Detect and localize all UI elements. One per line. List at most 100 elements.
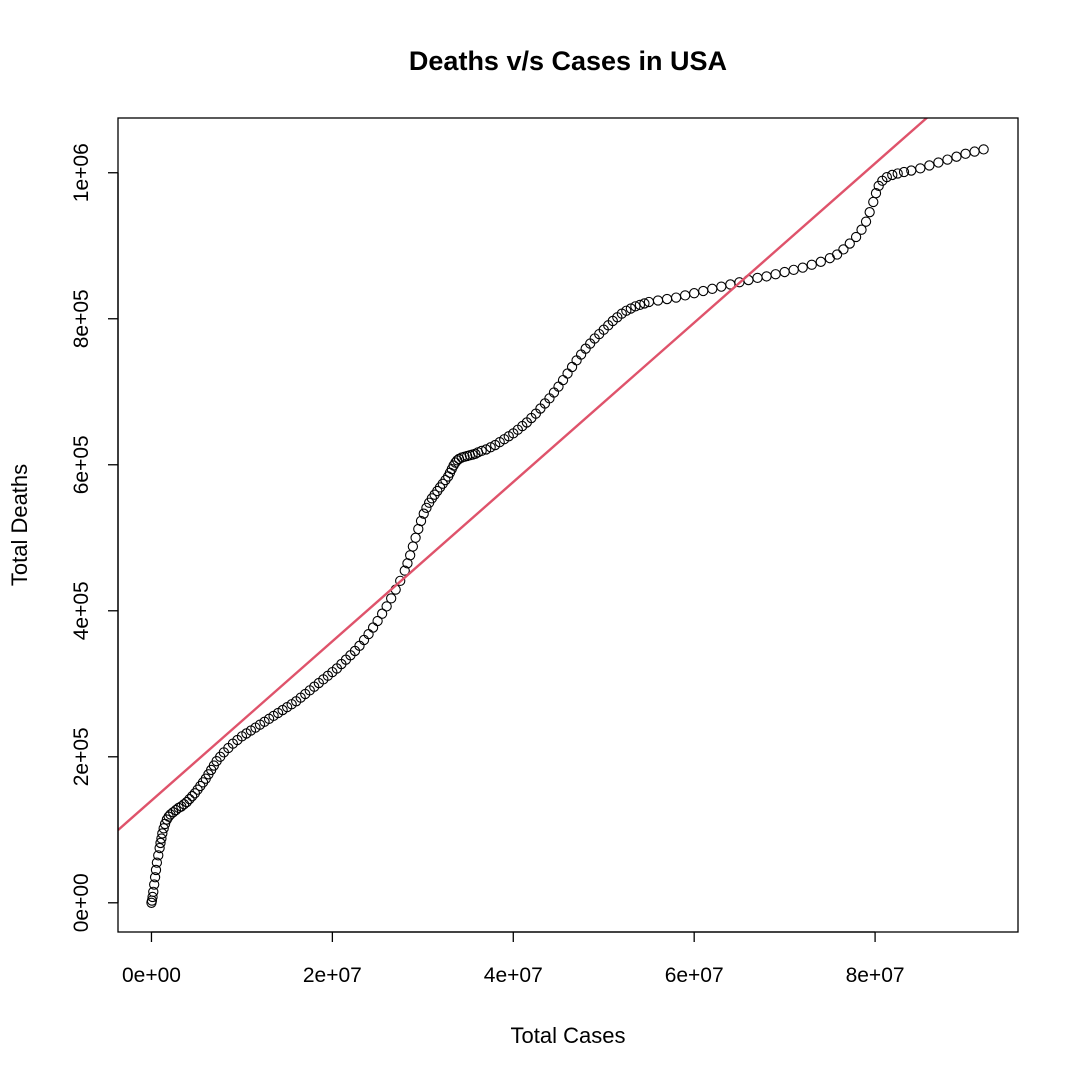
data-point (915, 163, 926, 174)
data-point (173, 802, 184, 814)
data-point (951, 151, 962, 162)
data-point (844, 238, 855, 249)
data-point (421, 502, 432, 513)
data-point (670, 292, 682, 303)
data-point (197, 777, 209, 788)
data-point (873, 180, 884, 192)
data-point (689, 288, 700, 299)
data-point (376, 608, 388, 619)
y-axis: 0e+00 2e+05 4e+05 6e+05 8e+05 1e+06 (70, 143, 119, 932)
data-point (440, 474, 451, 486)
data-point (831, 249, 843, 260)
data-point (864, 207, 875, 218)
data-point (189, 788, 201, 799)
data-point (924, 160, 935, 171)
data-point (679, 290, 691, 301)
data-point (630, 301, 641, 312)
data-point (147, 891, 158, 903)
data-point (437, 478, 448, 489)
data-point (942, 154, 953, 165)
data-point (969, 146, 980, 157)
data-point (639, 298, 650, 309)
data-point (881, 171, 892, 183)
data-point (192, 784, 203, 795)
y-tick-label: 6e+05 (70, 435, 93, 494)
data-points (146, 144, 989, 908)
data-point (716, 281, 727, 292)
data-point (752, 272, 763, 284)
data-point (407, 541, 419, 552)
data-point (150, 864, 162, 876)
y-tick-label: 8e+05 (70, 289, 93, 348)
data-point (571, 355, 582, 366)
data-point (153, 850, 164, 861)
data-point (868, 196, 879, 208)
data-point (978, 144, 989, 155)
data-point (850, 231, 862, 243)
data-point (870, 188, 882, 199)
data-point (856, 224, 867, 235)
y-tick-label: 1e+06 (70, 143, 93, 202)
chart-title: Deaths v/s Cases in USA (409, 46, 727, 76)
data-point (367, 622, 379, 633)
data-point (933, 157, 944, 168)
data-point (426, 493, 438, 504)
data-point (386, 593, 397, 604)
data-point (838, 244, 849, 255)
data-point (149, 879, 160, 890)
data-point (155, 837, 166, 849)
data-point (661, 293, 673, 305)
data-point (761, 271, 772, 282)
data-point (399, 565, 410, 576)
data-point (184, 793, 195, 805)
data-point (178, 799, 190, 810)
data-point (450, 457, 461, 468)
data-point (824, 253, 836, 264)
data-point (860, 216, 872, 227)
data-point (149, 872, 161, 883)
data-point (381, 601, 392, 612)
data-point (815, 256, 826, 267)
data-point (429, 489, 440, 500)
data-point (562, 368, 573, 379)
data-point (410, 532, 421, 543)
data-point (363, 628, 374, 640)
data-point (405, 550, 416, 561)
data-point (432, 485, 443, 497)
data-point (797, 262, 808, 273)
data-point (806, 259, 817, 270)
x-tick-label: 0e+00 (122, 964, 181, 987)
data-point (158, 823, 169, 834)
regression-line-layer (118, 118, 929, 831)
data-point (434, 482, 446, 493)
x-tick-label: 6e+07 (665, 964, 724, 987)
data-point (476, 445, 487, 457)
data-point (372, 615, 383, 627)
data-point (898, 166, 910, 178)
plot-frame (117, 117, 1019, 933)
x-axis-label: Total Cases (511, 1023, 626, 1048)
data-point (634, 299, 646, 311)
y-tick-label: 0e+00 (70, 873, 93, 932)
data-point (892, 168, 903, 179)
data-point (154, 842, 165, 854)
data-point (553, 381, 564, 392)
data-point (395, 575, 406, 586)
y-tick-label: 2e+05 (70, 727, 93, 786)
data-point (698, 285, 709, 297)
x-tick-label: 4e+07 (484, 964, 543, 987)
data-point (418, 508, 429, 519)
data-point (148, 886, 159, 897)
data-point (187, 791, 198, 802)
data-point (448, 460, 459, 471)
data-point (151, 857, 163, 868)
data-point (156, 833, 167, 844)
data-point (548, 387, 560, 398)
data-point (195, 780, 206, 792)
data-point (161, 814, 172, 825)
data-point (358, 634, 370, 646)
data-point (157, 828, 168, 839)
data-point (770, 269, 781, 280)
